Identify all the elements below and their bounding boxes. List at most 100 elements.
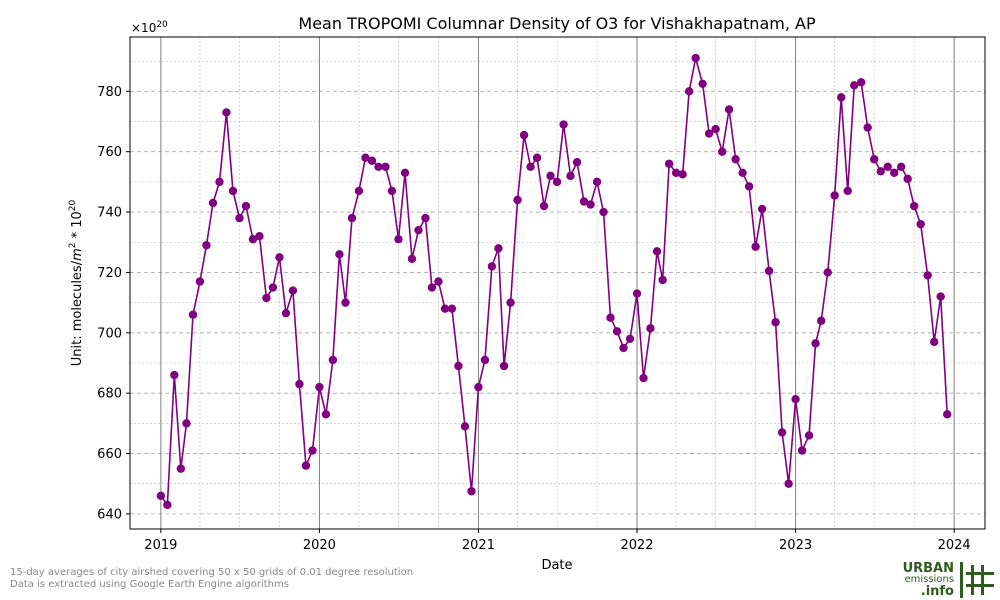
logo-word-emissions: emissions	[904, 574, 954, 585]
x-tick-label: 2024	[938, 538, 971, 553]
data-point	[262, 293, 271, 303]
data-point	[347, 213, 357, 223]
data-point	[255, 232, 264, 241]
data-point	[182, 419, 191, 428]
data-point	[771, 318, 780, 327]
data-point	[170, 370, 179, 380]
data-point	[625, 334, 635, 344]
data-point	[652, 247, 662, 256]
data-point	[487, 262, 497, 271]
data-point	[532, 153, 542, 162]
hash-grid-icon	[960, 562, 994, 598]
data-point	[711, 124, 720, 134]
data-point	[222, 108, 231, 117]
data-point	[896, 162, 906, 171]
data-point	[559, 120, 568, 129]
data-point	[301, 461, 311, 470]
data-point	[717, 147, 727, 156]
data-point	[188, 310, 198, 319]
data-point	[811, 339, 820, 348]
y-offset-label: ×1020	[131, 20, 168, 35]
data-point	[777, 428, 787, 437]
data-point	[176, 464, 186, 473]
data-point	[460, 422, 470, 431]
data-point	[850, 81, 859, 90]
logo-word-info: .info	[920, 584, 954, 599]
y-offset-base: ×10	[131, 21, 156, 35]
data-point	[328, 355, 338, 365]
data-point	[506, 298, 515, 307]
data-point	[863, 123, 872, 132]
data-point	[156, 491, 166, 500]
y-axis-label-mid: * 10	[70, 211, 85, 242]
y-axis-label-prefix: Unit: molecules/	[70, 260, 85, 366]
data-point	[427, 283, 437, 292]
data-point	[163, 500, 172, 510]
data-point	[691, 53, 700, 63]
data-point	[757, 204, 767, 214]
data-point	[208, 198, 218, 208]
data-point	[764, 266, 774, 276]
data-point	[738, 168, 747, 178]
data-point	[890, 168, 899, 178]
data-point	[499, 361, 509, 371]
data-point	[572, 158, 582, 167]
data-point	[936, 292, 945, 301]
data-point	[241, 201, 251, 211]
data-point	[639, 373, 648, 383]
footnote-line-1: 15-day averages of city airshed covering…	[10, 567, 414, 578]
data-point	[494, 244, 503, 253]
data-point	[361, 153, 370, 162]
data-point	[288, 286, 298, 295]
y-tick-label: 740	[97, 206, 122, 221]
y-tick-label: 680	[97, 387, 122, 402]
data-point	[784, 479, 793, 488]
data-point	[704, 129, 714, 138]
data-point	[387, 186, 397, 196]
data-point	[526, 162, 535, 171]
data-point	[354, 186, 364, 196]
y-tick-label: 720	[97, 266, 122, 281]
data-point	[447, 304, 457, 313]
data-point	[929, 337, 939, 347]
minor-grid	[130, 37, 985, 529]
data-point	[646, 324, 655, 333]
data-point	[552, 177, 562, 187]
data-point	[394, 235, 403, 244]
data-point	[876, 167, 885, 176]
data-point	[632, 289, 642, 298]
data-point	[421, 213, 430, 223]
data-point	[539, 201, 549, 211]
data-point	[612, 327, 622, 336]
data-point	[248, 235, 258, 244]
data-point	[546, 171, 555, 181]
y-axis-label-unit-exp: 2	[68, 243, 78, 249]
data-point	[235, 213, 244, 223]
data-point	[434, 277, 443, 286]
data-point	[909, 201, 919, 211]
x-axis: 2019 2020 2021 2022 2023 2024	[144, 529, 971, 553]
data-point	[599, 207, 608, 217]
data-point	[678, 170, 687, 179]
data-point	[671, 168, 681, 178]
data-point	[606, 313, 615, 322]
data-point	[883, 162, 892, 171]
series-line	[160, 57, 948, 508]
major-grid	[130, 37, 985, 529]
y-tick-label: 660	[97, 447, 122, 462]
data-point	[215, 177, 224, 187]
data-point	[684, 87, 694, 96]
data-point	[843, 186, 852, 196]
data-point	[440, 304, 450, 313]
data-point	[480, 355, 490, 365]
data-point	[321, 410, 331, 419]
data-point	[400, 168, 410, 178]
data-point	[744, 182, 754, 191]
data-point	[367, 156, 377, 165]
data-point	[195, 277, 205, 286]
y-offset-exp: 20	[156, 20, 168, 30]
data-point	[664, 159, 674, 168]
data-point	[837, 93, 846, 102]
data-point	[619, 343, 628, 353]
